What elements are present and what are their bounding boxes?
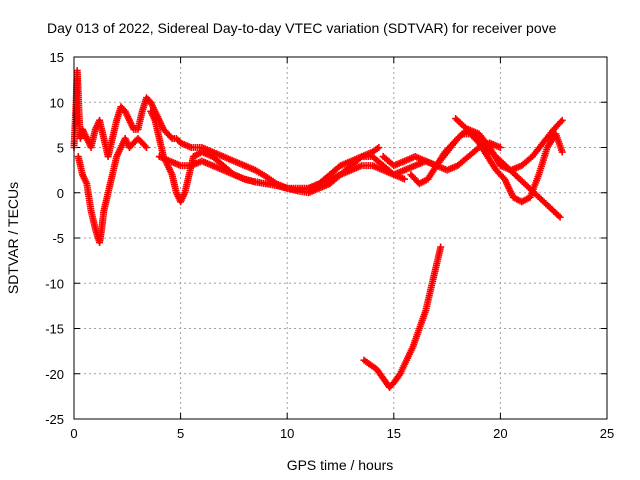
series-track-d [155,139,504,192]
data-point [457,131,465,139]
ticks: 0 5 10 15 20 25 -25 -20 -15 -10 -5 0 5 10 15 [45,50,614,441]
data-point [558,116,566,124]
series-track-b [74,134,150,247]
series-outliers [452,115,564,221]
x-tick-label: 20 [493,426,507,441]
data-point [557,118,565,126]
y-tick-label: -15 [45,322,64,337]
y-tick-label: -25 [45,412,64,427]
data-point [400,175,408,183]
x-tick-label: 25 [600,426,614,441]
grid [74,57,607,419]
x-tick-label: 5 [177,426,184,441]
data-point [556,213,564,221]
data-point [558,148,566,156]
x-tick-label: 0 [70,426,77,441]
data-point [142,144,150,151]
series-track-a [70,67,383,197]
data-point [141,142,149,150]
y-axis-label: SDTVAR / TECUs [5,182,21,294]
y-tick-label: -5 [52,231,64,246]
x-tick-label: 15 [387,426,401,441]
y-tick-label: 5 [57,141,64,156]
series-track-f [407,130,566,206]
data-point [496,144,504,151]
series-track-g [360,243,445,391]
x-tick-label: 10 [280,426,294,441]
data-point [167,133,175,141]
chart-title: Day 013 of 2022, Sidereal Day-to-day VTE… [47,20,557,36]
y-tick-label: -10 [45,276,64,291]
x-axis-label: GPS time / hours [287,457,394,473]
data-points [70,67,566,391]
data-point [375,144,383,151]
y-tick-label: 0 [57,186,64,201]
plot-frame [73,56,608,420]
y-tick-label: 15 [50,50,64,65]
y-tick-label: 10 [50,95,64,110]
y-tick-label: -20 [45,367,64,382]
data-point [437,243,445,251]
